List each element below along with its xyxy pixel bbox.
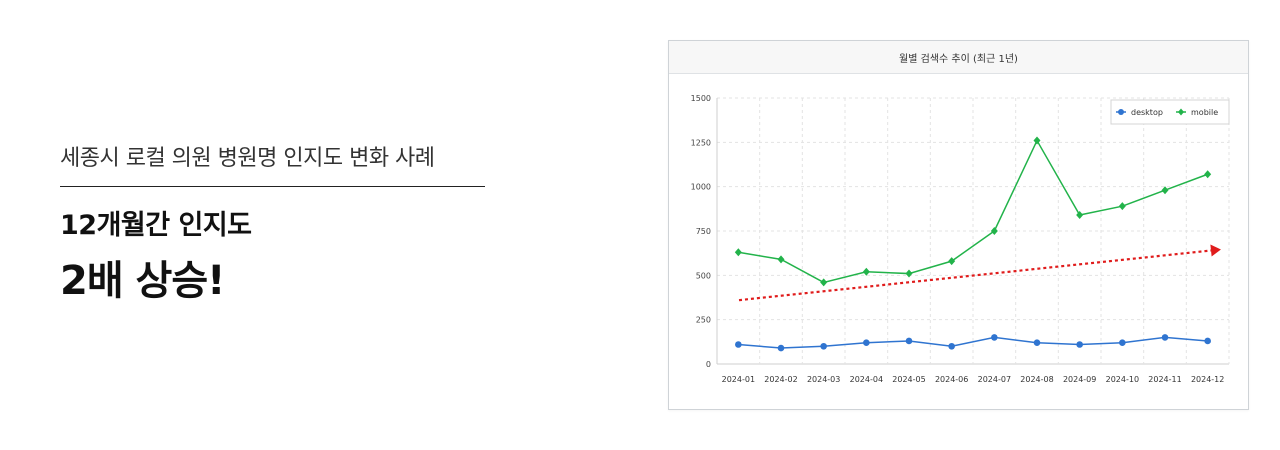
point-mobile (777, 255, 785, 264)
point-mobile (948, 257, 956, 266)
x-tick-label: 2024-11 (1148, 375, 1181, 384)
point-mobile (862, 267, 870, 276)
point-mobile (990, 227, 998, 235)
x-tick-label: 2024-05 (892, 375, 925, 384)
legend-marker-desktop (1118, 109, 1124, 115)
point-mobile (820, 278, 828, 287)
point-mobile (1204, 170, 1212, 179)
series-line-desktop (738, 336, 1208, 349)
trend-arrow-head (1210, 244, 1221, 257)
point-desktop (991, 334, 998, 341)
point-mobile (1118, 202, 1126, 211)
x-tick-label: 2024-01 (722, 375, 755, 384)
legend-label-mobile: mobile (1191, 108, 1218, 117)
headline-line-1: 12개월간 인지도 (60, 210, 252, 241)
x-tick-label: 2024-12 (1191, 375, 1224, 384)
y-tick-label: 250 (696, 316, 711, 325)
point-mobile (1076, 211, 1084, 220)
y-tick-label: 1500 (691, 94, 711, 103)
chart-title: 월별 검색수 추이 (최근 1년) (669, 41, 1248, 74)
point-mobile (1033, 136, 1041, 145)
headline-line-2: 2배 상승! (60, 258, 225, 304)
point-desktop (1076, 341, 1083, 348)
point-mobile (905, 269, 913, 278)
case-subtitle: 세종시 로컬 의원 병원명 인지도 변화 사례 (60, 146, 435, 171)
x-tick-label: 2024-09 (1063, 375, 1096, 384)
trend-arrow-line (738, 249, 1212, 302)
y-tick-label: 750 (696, 227, 711, 236)
x-tick-label: 2024-06 (935, 375, 968, 384)
legend-label-desktop: desktop (1131, 108, 1163, 117)
point-mobile (1161, 186, 1169, 195)
line-chart: 0 250 500 750 1000 1250 1500 2024-01 2024-02 2024… (691, 94, 1230, 384)
x-tick-label: 2024-03 (807, 375, 840, 384)
chart-panel: 월별 검색수 추이 (최근 1년) 0 250 500 750 1000 1250 1500… (668, 40, 1249, 410)
point-desktop (820, 342, 827, 350)
point-desktop (863, 339, 870, 347)
point-desktop (1033, 339, 1041, 347)
divider (60, 186, 485, 187)
point-desktop (777, 344, 785, 352)
y-tick-label: 500 (696, 271, 711, 280)
point-desktop (735, 341, 742, 348)
point-desktop (1204, 337, 1211, 345)
legend-box (1110, 99, 1230, 125)
point-desktop (1161, 334, 1169, 341)
x-tick-label: 2024-08 (1020, 375, 1053, 384)
x-tick-label: 2024-10 (1106, 375, 1139, 384)
x-tick-label: 2024-02 (764, 375, 797, 384)
x-tick-label: 2024-07 (978, 375, 1011, 384)
x-tick-label: 2024-04 (850, 375, 883, 384)
y-tick-label: 1000 (691, 183, 711, 192)
point-desktop (948, 342, 955, 350)
legend-marker-mobile (1178, 108, 1184, 116)
point-mobile (734, 248, 742, 257)
y-tick-label: 0 (706, 360, 711, 369)
point-desktop (1119, 339, 1126, 347)
series-line-mobile (738, 138, 1208, 284)
y-tick-label: 1250 (691, 138, 711, 147)
point-desktop (905, 337, 913, 345)
headline-block: 세종시 로컬 의원 병원명 인지도 변화 사례 12개월간 인지도 2배 상승! (60, 140, 485, 306)
